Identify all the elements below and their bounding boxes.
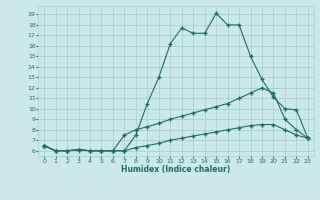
X-axis label: Humidex (Indice chaleur): Humidex (Indice chaleur) bbox=[121, 165, 231, 174]
